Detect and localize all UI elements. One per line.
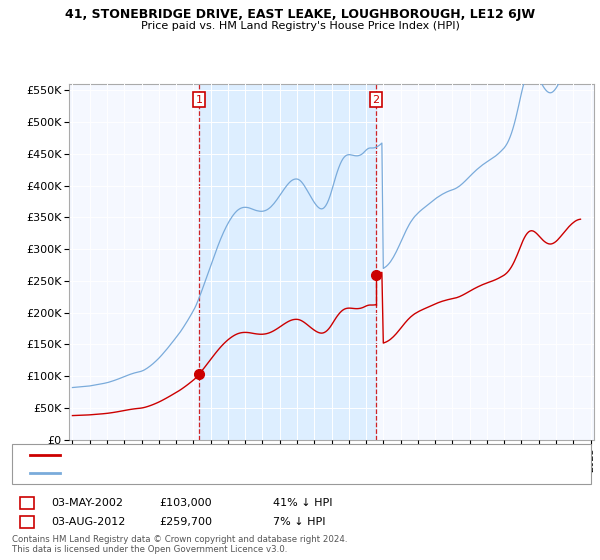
Text: 41, STONEBRIDGE DRIVE, EAST LEAKE, LOUGHBOROUGH, LE12 6JW: 41, STONEBRIDGE DRIVE, EAST LEAKE, LOUGH…	[65, 8, 535, 21]
Text: 1: 1	[196, 95, 203, 105]
Text: 2: 2	[23, 517, 31, 527]
Text: 41% ↓ HPI: 41% ↓ HPI	[273, 498, 332, 508]
Text: HPI: Average price, detached house, Rushcliffe: HPI: Average price, detached house, Rush…	[67, 468, 296, 478]
Text: 7% ↓ HPI: 7% ↓ HPI	[273, 517, 325, 527]
Text: £103,000: £103,000	[159, 498, 212, 508]
Text: 41, STONEBRIDGE DRIVE, EAST LEAKE, LOUGHBOROUGH, LE12 6JW (detached house): 41, STONEBRIDGE DRIVE, EAST LEAKE, LOUGH…	[67, 450, 488, 460]
Bar	[199, 84, 376, 440]
Text: £259,700: £259,700	[159, 517, 212, 527]
Text: 2: 2	[373, 95, 380, 105]
Text: Contains HM Land Registry data © Crown copyright and database right 2024.
This d: Contains HM Land Registry data © Crown c…	[12, 535, 347, 554]
Text: 03-MAY-2002: 03-MAY-2002	[51, 498, 123, 508]
Text: 03-AUG-2012: 03-AUG-2012	[51, 517, 125, 527]
Text: Price paid vs. HM Land Registry's House Price Index (HPI): Price paid vs. HM Land Registry's House …	[140, 21, 460, 31]
Text: 1: 1	[23, 498, 31, 508]
